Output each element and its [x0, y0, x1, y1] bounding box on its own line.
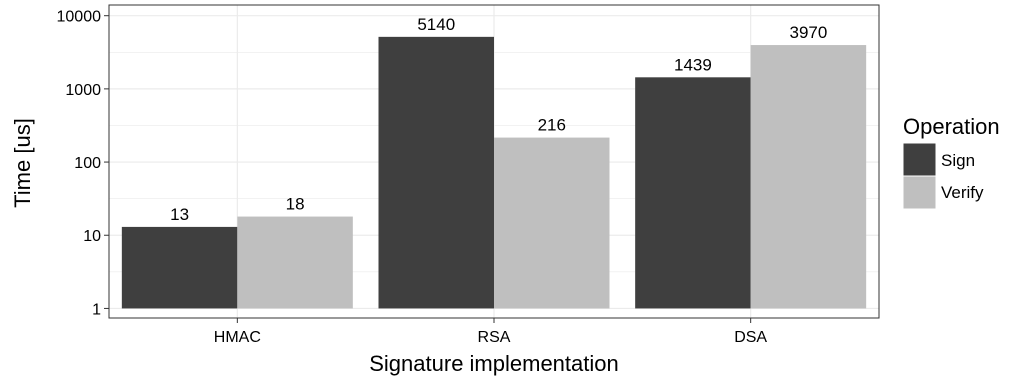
y-tick-label: 1000 — [65, 82, 101, 99]
data-label-layer: 13 18 5140 216 1439 3970 — [170, 15, 827, 224]
legend-key-verify — [902, 175, 937, 210]
bar-layer — [121, 36, 867, 309]
legend: Operation Sign Verify — [902, 114, 1000, 210]
data-label: 1439 — [674, 55, 712, 74]
legend-label-sign: Sign — [941, 151, 975, 170]
data-label: 5140 — [417, 15, 455, 34]
x-tick-label: DSA — [734, 329, 767, 346]
axis-layer: 1 10 100 1000 10000 HMAC RSA DSA — [57, 9, 768, 346]
y-axis-title: Time [us] — [10, 118, 35, 208]
y-tick-label: 1 — [92, 301, 101, 318]
x-axis-title: Signature implementation — [369, 351, 618, 376]
data-label: 18 — [286, 195, 305, 214]
bar-sign-rsa — [378, 36, 494, 309]
data-label: 3970 — [790, 23, 828, 42]
x-tick-label: HMAC — [214, 329, 261, 346]
bar-verify-hmac — [237, 216, 353, 309]
legend-title: Operation — [903, 114, 1000, 139]
data-label: 13 — [170, 205, 189, 224]
bar-sign-dsa — [635, 77, 751, 309]
data-label: 216 — [538, 116, 566, 135]
legend-label-verify: Verify — [941, 183, 984, 202]
bar-sign-hmac — [121, 226, 238, 309]
bar-verify-rsa — [494, 137, 610, 309]
y-tick-label: 100 — [74, 155, 101, 172]
legend-key-sign — [902, 142, 937, 177]
bar-verify-dsa — [750, 45, 867, 309]
y-tick-label: 10 — [83, 228, 101, 245]
x-tick-label: RSA — [478, 329, 511, 346]
y-tick-label: 10000 — [57, 9, 102, 26]
